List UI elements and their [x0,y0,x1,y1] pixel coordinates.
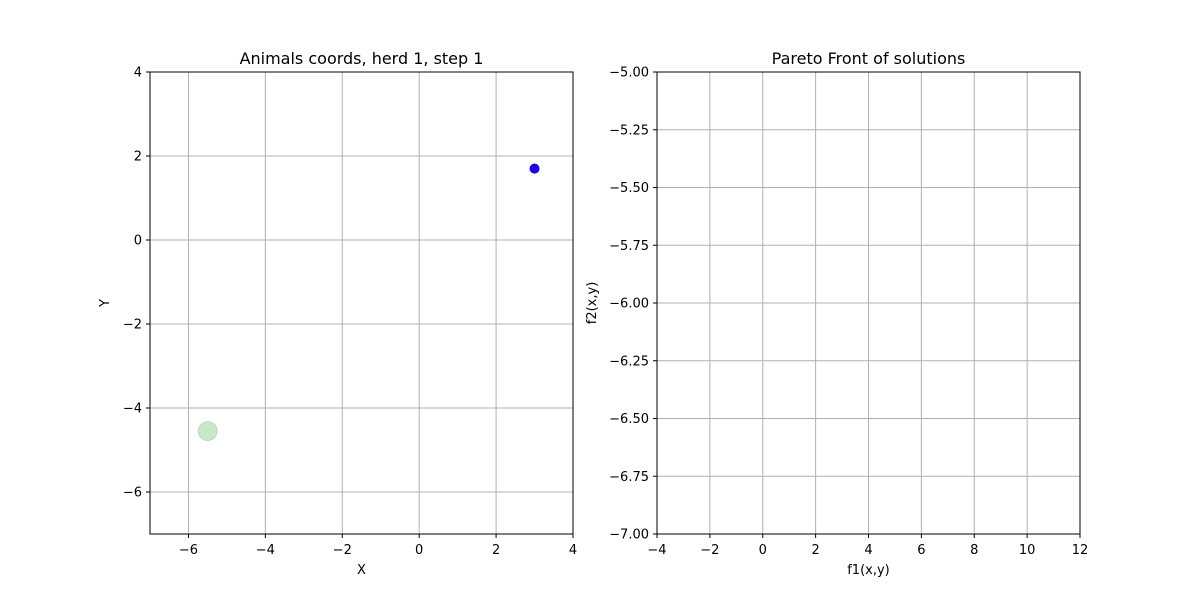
x-tick-label: −2 [700,543,719,558]
x-tick-label: −4 [647,543,666,558]
x-tick-label: 6 [917,543,925,558]
data-point [529,163,540,174]
y-tick-label: −6.75 [609,470,649,485]
x-tick-label: 8 [970,543,978,558]
x-tick-label: 0 [759,543,767,558]
y-tick-label: 4 [134,66,142,81]
x-tick-label: −6 [179,543,198,558]
y-axis-label: f2(x,y) [585,282,600,325]
y-tick-label: 0 [134,234,142,249]
x-tick-label: 2 [492,543,500,558]
x-tick-label: −2 [333,543,352,558]
y-tick-label: −5.75 [609,239,649,254]
x-tick-label: 0 [415,543,423,558]
x-tick-label: 2 [811,543,819,558]
data-point [197,421,218,442]
x-axis-label: f1(x,y) [847,563,890,578]
x-axis-label: X [357,563,366,578]
y-tick-label: −6 [123,486,142,501]
chart-title: Pareto Front of solutions [772,49,966,68]
y-tick-label: 2 [134,150,142,165]
y-tick-label: −6.50 [609,412,649,427]
pareto-front-plot: Pareto Front of solutions f1(x,y) f2(x,y… [585,49,1088,578]
axes-frame [149,71,574,535]
y-tick-label: −6.25 [609,354,649,369]
chart-title: Animals coords, herd 1, step 1 [240,49,484,68]
y-tick-label: −5.00 [609,66,649,81]
y-tick-label: −6.00 [609,297,649,312]
x-tick-label: 4 [569,543,577,558]
animals-coords-plot: Animals coords, herd 1, step 1 X Y −6 −4 −… [98,49,577,578]
x-tick-label: 4 [864,543,872,558]
y-axis-label: Y [98,299,113,308]
x-tick-label: 10 [1019,543,1036,558]
x-tick-label: 12 [1072,543,1089,558]
y-tick-label: −5.25 [609,123,649,138]
y-tick-label: −2 [123,318,142,333]
x-tick-label: −4 [256,543,275,558]
y-tick-label: −5.50 [609,181,649,196]
y-tick-label: −7.00 [609,528,649,543]
y-tick-label: −4 [123,402,142,417]
